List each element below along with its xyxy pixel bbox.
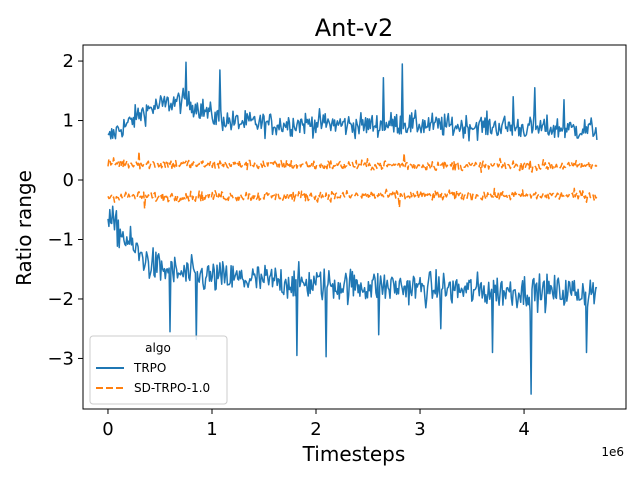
x-axis-label: Timesteps <box>302 442 406 466</box>
y-axis-label: Ratio range <box>12 170 36 286</box>
plot-frame <box>82 44 627 410</box>
x-tick-label: 4 <box>518 419 529 440</box>
chart-title: Ant-v2 <box>315 14 394 42</box>
y-tick-label: −3 <box>47 348 74 369</box>
x-tick-label: 3 <box>414 419 425 440</box>
legend-box <box>89 335 228 405</box>
series-line-1 <box>107 205 598 395</box>
y-axis: −3 −2 −1 0 1 2 <box>47 51 83 369</box>
x-axis: 0 1 2 3 4 <box>102 409 530 440</box>
x-tick-label: 2 <box>310 419 321 440</box>
series-layer <box>107 61 598 395</box>
y-tick-label: 0 <box>63 170 74 191</box>
y-tick-label: 2 <box>63 51 74 72</box>
legend: algo TRPO SD-TRPO-1.0 <box>89 335 228 405</box>
y-tick-label: −2 <box>47 289 74 310</box>
legend-label-trpo: TRPO <box>133 361 166 375</box>
y-tick-label: −1 <box>47 229 74 250</box>
y-tick-label: 1 <box>63 111 74 132</box>
x-offset-text: 1e6 <box>601 445 624 459</box>
series-line-2 <box>107 150 598 174</box>
legend-title: algo <box>145 341 171 355</box>
series-line-3 <box>107 187 598 210</box>
series-line-0 <box>107 61 598 142</box>
legend-label-sd-trpo: SD-TRPO-1.0 <box>134 381 210 395</box>
x-tick-label: 0 <box>102 419 113 440</box>
x-tick-label: 1 <box>206 419 217 440</box>
